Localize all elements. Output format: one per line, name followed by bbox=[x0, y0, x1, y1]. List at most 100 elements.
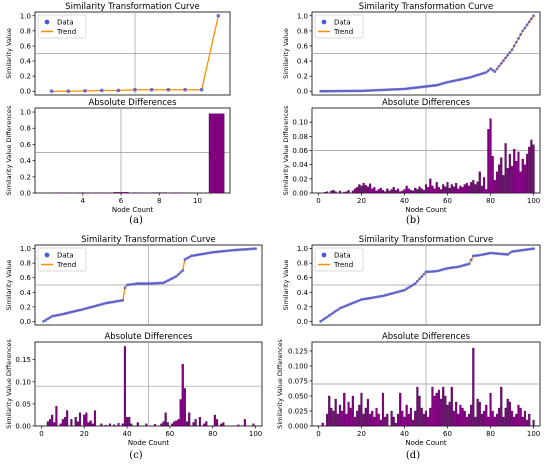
panel-c-top-data-point bbox=[127, 283, 131, 287]
panel-b-bottom-bar bbox=[532, 144, 535, 194]
panel-c-top-data-point bbox=[189, 254, 193, 258]
panel-c-top-data-point bbox=[155, 281, 159, 285]
panel-d-top-data-point bbox=[366, 297, 370, 300]
panel-b-bottom-bar bbox=[470, 182, 473, 194]
panel-d-top-data-point bbox=[342, 305, 346, 308]
panel-d-bottom-bar bbox=[480, 413, 483, 427]
panel-b-top-data-point bbox=[519, 33, 523, 37]
panel-b-bottom-bar bbox=[455, 182, 458, 194]
panel-c-bottom-bar bbox=[213, 414, 216, 427]
panel-b-bottom-ytick-label-3: 0.06 bbox=[292, 147, 308, 155]
panel-d-bottom-xtick-label-1: 20 bbox=[357, 430, 366, 438]
panel-b-top-data-point bbox=[452, 79, 456, 83]
panel-d-bottom-bar bbox=[448, 401, 451, 427]
panel-c-bottom-bar bbox=[215, 419, 219, 427]
panel-c-top-data-point bbox=[82, 307, 86, 311]
panel-d-top: 0.0 0.2 0.4 0.6 0.8 1.0 Similarity Transformat… bbox=[282, 235, 541, 326]
panel-c-bottom-ytick-label-2: 0.10 bbox=[15, 378, 31, 386]
panel-c-bottom-bar bbox=[76, 421, 79, 427]
panel-c-bottom-ytick-label-3: 0.15 bbox=[15, 356, 31, 364]
panel-c-bottom-bar bbox=[162, 421, 165, 427]
panel-b-bottom-bar bbox=[491, 156, 494, 194]
panel-d-bottom-bar bbox=[325, 413, 329, 427]
panel-b-top-data-point bbox=[379, 88, 383, 92]
panel-c-top-data-point bbox=[87, 306, 90, 310]
panel-d-bottom-xtick-label-0: 0 bbox=[316, 430, 320, 438]
panel-b-bottom-xtick-label-4: 80 bbox=[486, 197, 495, 205]
panel-c-top-data-point bbox=[239, 248, 242, 252]
panel-b-top-data-point bbox=[467, 76, 471, 80]
panel-d-top-data-point bbox=[459, 264, 462, 268]
panel-b-top-data-point bbox=[319, 89, 323, 93]
panel-b-bottom-bar bbox=[435, 182, 438, 194]
panel-b-top-ytick-label-1: 0.2 bbox=[297, 73, 308, 81]
panel-b-bottom-bar bbox=[487, 129, 490, 194]
panel-c-top-data-point bbox=[159, 281, 163, 285]
panel-b-top-data-point bbox=[403, 87, 406, 91]
panel-d-bottom-xtick-label-5: 100 bbox=[527, 430, 540, 438]
panel-d-bottom-bar bbox=[366, 398, 369, 427]
panel-a-bottom-xtick-label-2: 8 bbox=[157, 197, 161, 205]
panel-d-bottom-bar bbox=[328, 395, 331, 427]
panel-d-top-data-point bbox=[418, 277, 421, 281]
panel-c-top-ytick-label-2: 0.4 bbox=[20, 289, 32, 297]
panel-a-top-data-point bbox=[199, 87, 204, 92]
panel-c-bottom-xtick-label-5: 100 bbox=[249, 430, 262, 438]
panel-c-top-data-point bbox=[117, 299, 120, 303]
panel-d-top-ytick-label-4: 0.8 bbox=[297, 260, 308, 268]
panel-c-top-data-point bbox=[196, 253, 200, 257]
panel-d-top-data-point bbox=[349, 302, 353, 306]
panel-d-top-data-point bbox=[506, 253, 510, 256]
panel-d-top-data-point bbox=[323, 317, 327, 320]
panel-b-bottom-bar bbox=[394, 190, 397, 194]
panel-c-bottom-bar bbox=[85, 412, 88, 427]
panel-c-bottom-bar bbox=[177, 419, 180, 427]
panel-d-top-data-point bbox=[396, 290, 400, 294]
panel-b-top-data-point bbox=[439, 82, 443, 86]
panel-d-bottom-bar bbox=[470, 404, 473, 427]
panel-d-top-data-point bbox=[392, 291, 396, 295]
panel-c-bottom-bar bbox=[181, 363, 184, 427]
panel-d-bottom-bar bbox=[489, 392, 492, 427]
panel-b-bottom-bar bbox=[476, 181, 479, 194]
panel-d-top-data-point bbox=[469, 258, 473, 262]
panel-c-bottom-bar bbox=[66, 410, 69, 427]
panel-d-top-data-point bbox=[409, 284, 413, 288]
panel-b-top-data-point bbox=[411, 86, 415, 90]
panel-c-bottom-xtick-label-0: 0 bbox=[39, 430, 43, 438]
panel-b-bottom-bar bbox=[526, 153, 529, 194]
panel-b-top-data-point bbox=[396, 87, 400, 91]
panel-d-bottom-bar bbox=[427, 416, 430, 427]
panel-c-bottom-bar bbox=[153, 424, 156, 427]
panel-c-top-data-point bbox=[162, 281, 165, 285]
panel-d-bottom-bar bbox=[360, 392, 363, 427]
panel-b-top-ylabel: Similarity Value bbox=[282, 28, 290, 79]
panel-b-bottom-bar bbox=[513, 148, 516, 194]
panel-d-top-data-point bbox=[502, 252, 505, 256]
panel-b-top-data-point bbox=[383, 88, 387, 92]
panel-d-top-data-point bbox=[532, 247, 535, 251]
panel-d-bottom-bar bbox=[420, 407, 423, 427]
panel-d-bottom: 0.000 0.025 0.050 0.075 0.100 0.125 0 20 40 60 80 1… bbox=[276, 332, 541, 447]
panel-c-bottom-xtick-label-2: 40 bbox=[123, 430, 132, 438]
panel-c-bottom-bar bbox=[87, 422, 90, 427]
panel-d-bottom-bar bbox=[399, 392, 402, 427]
panel-b-bottom-xtick-label-1: 20 bbox=[357, 197, 366, 205]
panel-a-bottom-bar bbox=[208, 113, 225, 194]
panel-c-bottom-bar bbox=[91, 423, 94, 427]
panel-a-bottom-ytick-label-0: 0.0 bbox=[20, 190, 31, 198]
panel-c-bottom-bar bbox=[104, 424, 107, 427]
panel-b-top-data-point bbox=[461, 77, 464, 81]
panel-c-bottom-bar bbox=[61, 419, 64, 427]
panel-c-top-data-point bbox=[241, 248, 245, 251]
panel-c-top-data-point bbox=[232, 248, 236, 252]
panel-d-top-data-point bbox=[411, 283, 415, 287]
panel-c-top-data-point bbox=[177, 272, 180, 276]
panel-b-top: 0.0 0.2 0.4 0.6 0.8 1.0 Similarity Transformat… bbox=[282, 2, 541, 96]
panel-a-top-data-point bbox=[133, 87, 137, 92]
panel-b-top-data-point bbox=[345, 89, 348, 93]
panel-c-bottom-bar bbox=[237, 424, 240, 427]
panel-b-bottom-bar bbox=[396, 188, 400, 194]
panel-b-bottom-xlabel: Node Count bbox=[405, 206, 447, 214]
panel-b-top-data-point bbox=[355, 89, 359, 93]
